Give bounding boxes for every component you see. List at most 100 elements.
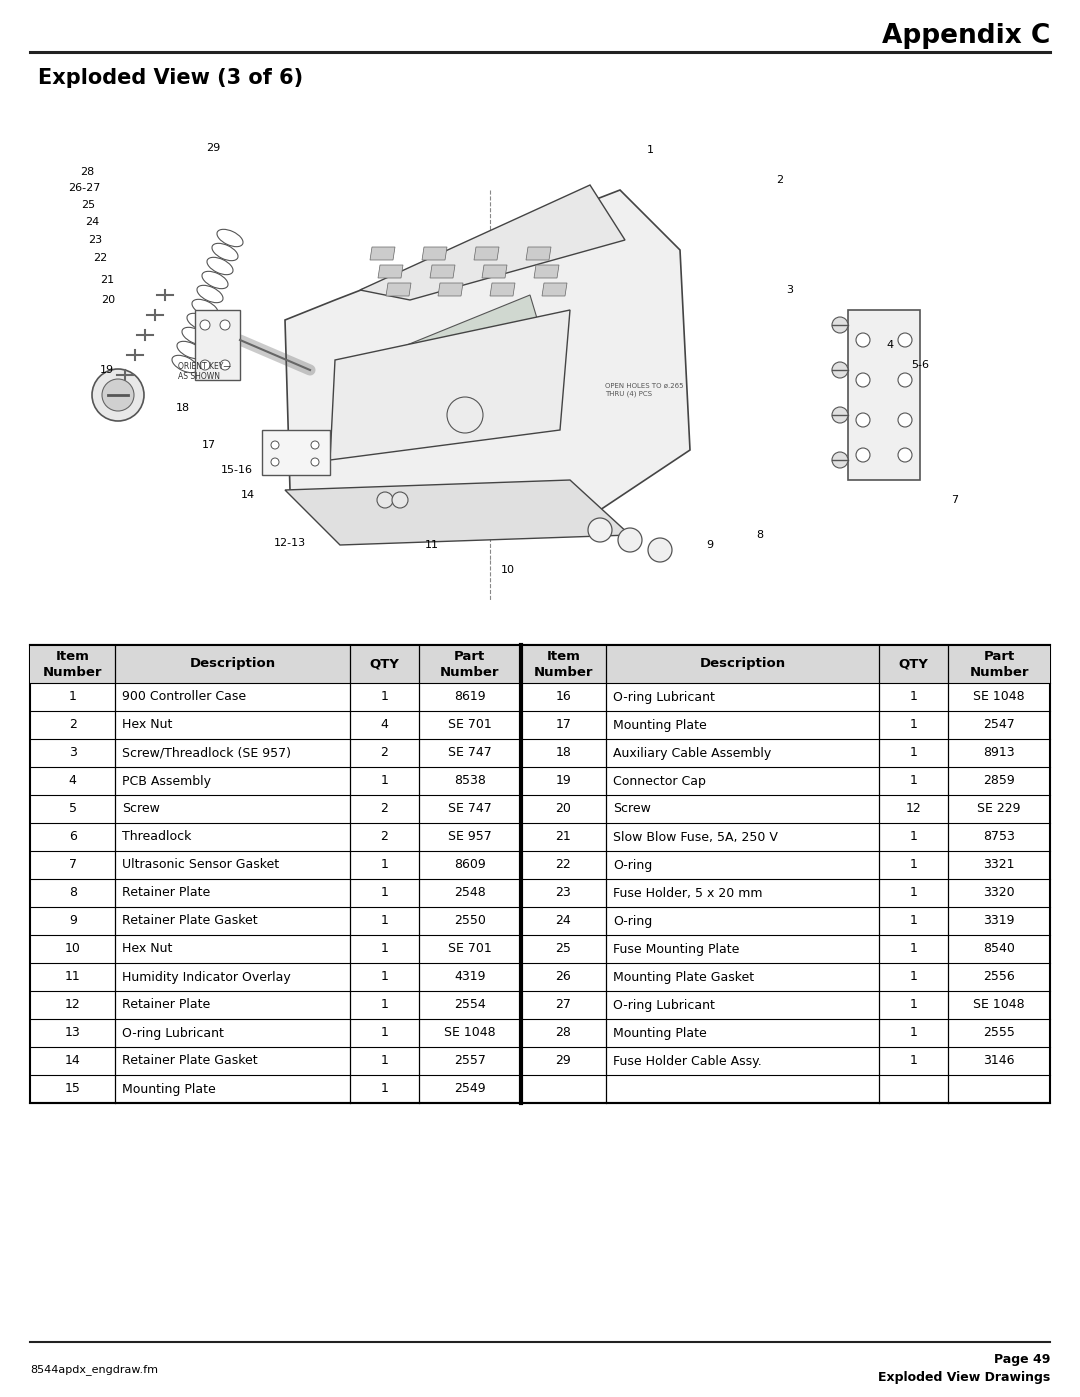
Text: 2: 2	[777, 175, 784, 184]
Text: SE 957: SE 957	[448, 830, 491, 844]
Text: 1: 1	[909, 1055, 918, 1067]
Text: Mounting Plate: Mounting Plate	[613, 718, 707, 732]
Text: Fuse Holder Cable Assy.: Fuse Holder Cable Assy.	[613, 1055, 761, 1067]
Text: 1: 1	[909, 690, 918, 704]
Polygon shape	[195, 310, 240, 380]
Text: Number: Number	[534, 665, 593, 679]
Text: 8544apdx_engdraw.fm: 8544apdx_engdraw.fm	[30, 1365, 158, 1376]
Text: 1: 1	[909, 774, 918, 788]
Polygon shape	[360, 184, 625, 300]
Bar	[30, 645, 1050, 683]
Text: 8538: 8538	[454, 774, 486, 788]
Text: SE 747: SE 747	[448, 746, 491, 760]
Text: 20: 20	[555, 802, 571, 816]
Text: 1: 1	[380, 859, 388, 872]
Text: Threadlock: Threadlock	[122, 830, 192, 844]
Text: 25: 25	[81, 200, 95, 210]
Text: 7: 7	[69, 859, 77, 872]
Circle shape	[832, 362, 848, 379]
Text: PCB Assembly: PCB Assembly	[122, 774, 212, 788]
Circle shape	[832, 453, 848, 468]
Text: SE 701: SE 701	[448, 718, 491, 732]
Text: 22: 22	[555, 859, 571, 872]
Text: Exploded View Drawings: Exploded View Drawings	[878, 1370, 1050, 1383]
Text: 8619: 8619	[454, 690, 486, 704]
Text: 4: 4	[69, 774, 77, 788]
Circle shape	[311, 458, 319, 467]
Text: 1: 1	[909, 887, 918, 900]
Text: Appendix C: Appendix C	[881, 22, 1050, 49]
Text: Slow Blow Fuse, 5A, 250 V: Slow Blow Fuse, 5A, 250 V	[613, 830, 778, 844]
Circle shape	[856, 448, 870, 462]
Polygon shape	[526, 247, 551, 260]
Text: SE 701: SE 701	[448, 943, 491, 956]
Text: 2549: 2549	[454, 1083, 486, 1095]
Polygon shape	[370, 295, 545, 386]
Polygon shape	[370, 247, 395, 260]
Text: 15-16: 15-16	[221, 465, 253, 475]
Text: Description: Description	[700, 658, 785, 671]
Circle shape	[588, 518, 612, 542]
Text: 12-13: 12-13	[274, 538, 306, 548]
Text: 7: 7	[951, 495, 959, 504]
Text: 8913: 8913	[983, 746, 1015, 760]
Circle shape	[271, 458, 279, 467]
Text: 14: 14	[65, 1055, 81, 1067]
Circle shape	[220, 360, 230, 370]
Text: Screw/Threadlock (SE 957): Screw/Threadlock (SE 957)	[122, 746, 292, 760]
Polygon shape	[482, 265, 507, 278]
Text: 3320: 3320	[983, 887, 1015, 900]
Text: 11: 11	[426, 541, 438, 550]
Text: 2859: 2859	[983, 774, 1015, 788]
Text: 2555: 2555	[983, 1027, 1015, 1039]
Circle shape	[832, 407, 848, 423]
Text: 3319: 3319	[983, 915, 1015, 928]
Text: 2554: 2554	[454, 999, 486, 1011]
Text: 2: 2	[380, 830, 388, 844]
Text: Number: Number	[970, 665, 1029, 679]
Text: Item: Item	[56, 650, 90, 662]
Text: Part: Part	[984, 650, 1015, 662]
Text: 1: 1	[380, 690, 388, 704]
Polygon shape	[422, 247, 447, 260]
Text: 1: 1	[909, 943, 918, 956]
Text: Retainer Plate: Retainer Plate	[122, 999, 211, 1011]
Text: QTY: QTY	[369, 658, 400, 671]
Text: 3321: 3321	[983, 859, 1015, 872]
Text: 8753: 8753	[983, 830, 1015, 844]
Text: 1: 1	[380, 971, 388, 983]
Text: QTY: QTY	[899, 658, 929, 671]
Text: Mounting Plate Gasket: Mounting Plate Gasket	[613, 971, 754, 983]
Text: 19: 19	[100, 365, 114, 374]
Text: SE 229: SE 229	[977, 802, 1021, 816]
Text: 27: 27	[555, 999, 571, 1011]
Text: O-ring Lubricant: O-ring Lubricant	[613, 999, 715, 1011]
Text: 1: 1	[380, 915, 388, 928]
Text: 26-27: 26-27	[68, 183, 100, 193]
Text: Humidity Indicator Overlay: Humidity Indicator Overlay	[122, 971, 292, 983]
Circle shape	[271, 441, 279, 448]
Circle shape	[897, 332, 912, 346]
Text: 23: 23	[555, 887, 571, 900]
Text: 1: 1	[909, 859, 918, 872]
Text: Mounting Plate: Mounting Plate	[613, 1027, 707, 1039]
Circle shape	[220, 320, 230, 330]
Text: 2557: 2557	[454, 1055, 486, 1067]
Text: 14: 14	[241, 490, 255, 500]
Text: 1: 1	[909, 999, 918, 1011]
Circle shape	[832, 317, 848, 332]
Circle shape	[92, 369, 144, 420]
Text: 28: 28	[555, 1027, 571, 1039]
Text: Exploded View (3 of 6): Exploded View (3 of 6)	[38, 68, 303, 88]
Text: 4: 4	[380, 718, 388, 732]
Text: Page 49: Page 49	[994, 1354, 1050, 1366]
Circle shape	[897, 448, 912, 462]
Text: 1: 1	[380, 999, 388, 1011]
Text: 16: 16	[555, 690, 571, 704]
Text: 1: 1	[909, 830, 918, 844]
Text: Screw: Screw	[613, 802, 651, 816]
Text: O-ring: O-ring	[613, 915, 652, 928]
Text: 1: 1	[380, 943, 388, 956]
Text: 4319: 4319	[454, 971, 486, 983]
Text: Retainer Plate Gasket: Retainer Plate Gasket	[122, 1055, 258, 1067]
